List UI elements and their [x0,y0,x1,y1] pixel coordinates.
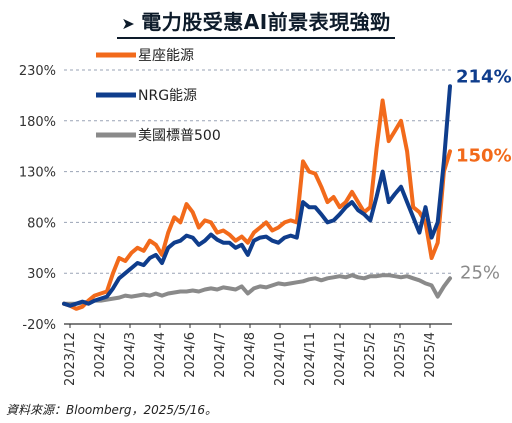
legend-label: NRG能源 [138,88,197,104]
x-tick-label: 2024/3 [123,332,138,378]
series-end-label: 25% [460,262,500,283]
series-line [62,84,452,308]
x-tick-label: 2023/12 [63,332,78,386]
x-tick-label: 2024/6 [183,332,198,378]
x-tick-label: 2024/11 [303,332,318,386]
y-tick-label: -20% [22,318,56,333]
legend-label: 美國標普500 [138,128,221,144]
chart-title-wrap: ➤ 電力股受惠AI前景表現強勁 [0,0,512,40]
x-tick-label: 2025/4 [423,332,438,378]
series-end-label: 214% [456,66,512,87]
x-tick-label: 2024/12 [333,332,348,386]
chart-title: ➤ 電力股受惠AI前景表現強勁 [117,6,395,39]
x-tick-label: 2024/8 [243,332,258,378]
y-tick-label: 230% [19,64,56,79]
x-tick-label: 2025/3 [393,332,408,378]
legend-label: 星座能源 [138,48,194,64]
series-line [62,273,452,306]
x-tick-label: 2024/7 [213,332,228,378]
y-tick-label: 180% [19,115,56,130]
source-note: 資料來源：Bloomberg，2025/5/16。 [6,403,218,417]
arrow-icon: ➤ [121,14,136,33]
y-tick-label: 30% [27,267,56,282]
x-tick-label: 2024/2 [93,332,108,378]
series-line [62,98,452,311]
y-tick-label: 130% [19,166,56,181]
x-tick-label: 2024/4 [153,332,168,378]
chart-title-text: 電力股受惠AI前景表現強勁 [141,10,391,34]
line-chart: -20% 30% 80% 130% 180% 230% 2023/12 2024/2 2024/… [19,48,512,386]
x-tick-label: 2024/10 [273,332,288,386]
y-tick-label: 80% [27,216,56,231]
series-end-label: 150% [456,145,512,166]
x-tick-label: 2025/2 [363,332,378,378]
